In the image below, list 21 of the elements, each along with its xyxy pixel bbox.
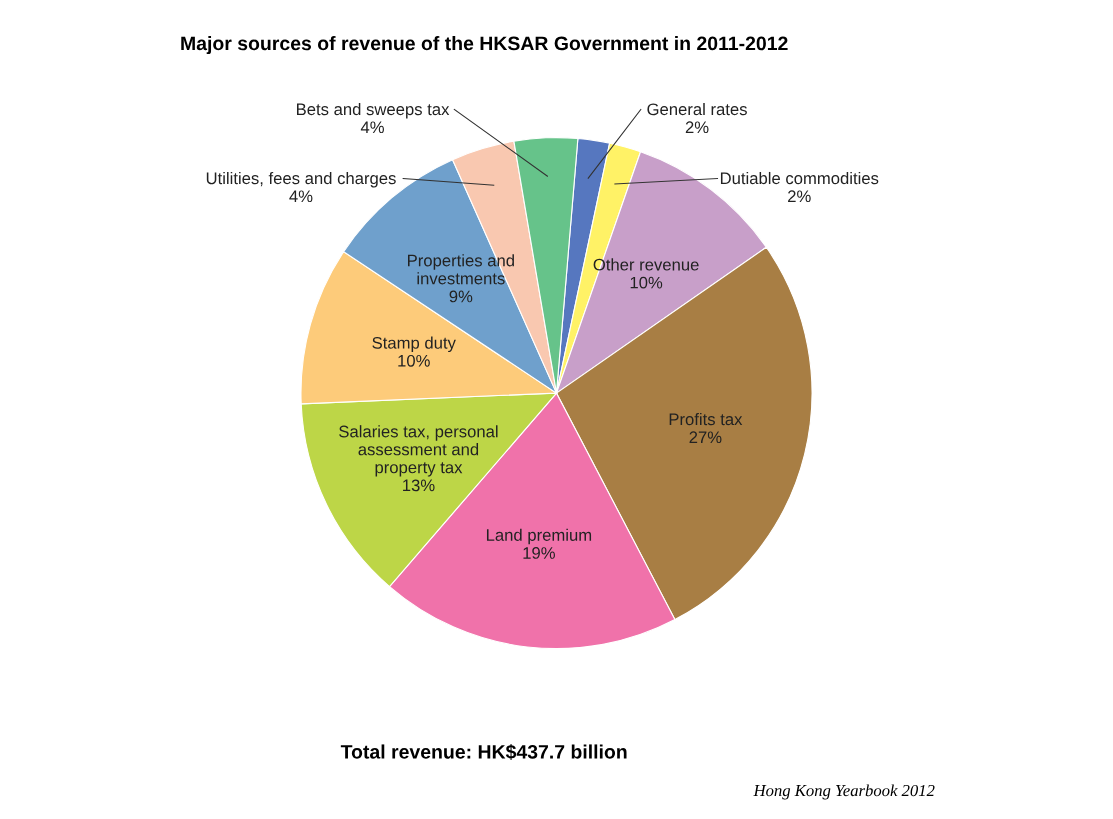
data-label: 2% <box>788 190 811 203</box>
slice-label: Salaries tax, personal assessment and property tax <box>339 425 498 477</box>
data-label: 27% <box>689 431 722 444</box>
data-label: 4% <box>360 121 384 134</box>
slice-label: Land premium <box>486 528 592 545</box>
data-label: 13% <box>403 479 435 492</box>
data-label: 2% <box>685 121 709 134</box>
slice-label: Profits tax <box>669 412 743 426</box>
data-label: 10% <box>398 354 430 367</box>
data-label: 19% <box>523 547 555 559</box>
slice-label: Dutiable commodities <box>720 171 879 185</box>
slice-label: Utilities, fees and charges <box>206 171 396 188</box>
data-label: 9% <box>449 290 473 303</box>
text: Hong Kong Yearbook 2012 <box>753 784 935 800</box>
chart-title: Major sources of revenue of the HKSAR Government in 2011-2012 <box>181 35 788 55</box>
data-label: 4% <box>289 190 313 203</box>
slice-label: Stamp duty <box>372 336 456 353</box>
data-label: 10% <box>630 276 663 289</box>
text: Total revenue: HK$437.7 billion <box>340 744 627 760</box>
slice-label: General rates <box>647 102 747 116</box>
slice-label: Bets and sweeps tax <box>297 102 450 119</box>
